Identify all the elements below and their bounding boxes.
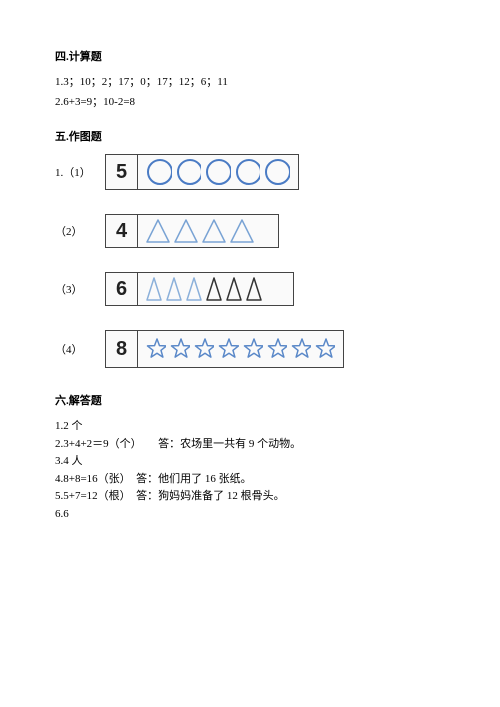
triangle-icon	[230, 219, 254, 243]
triangle-icon	[146, 219, 170, 243]
circle-icon	[146, 158, 172, 186]
answer-lines: 1.2 个2.3+4+2＝9（个） 答：农场里一共有 9 个动物。3.4 人4.…	[55, 418, 445, 524]
triangle-icon	[202, 219, 226, 243]
shape-box: 4	[105, 214, 279, 248]
narrow-tri-icon	[226, 277, 242, 301]
section-4-title: 四.计算题	[55, 48, 445, 64]
narrow-tri-icon	[146, 277, 162, 301]
circle-icon	[264, 158, 290, 186]
section-6-title: 六.解答题	[55, 392, 445, 408]
star-icon	[267, 338, 287, 360]
shape-box: 8	[105, 330, 344, 368]
circle-icon	[205, 158, 231, 186]
section-5: 五.作图题 1.（1）5 （2）4 （3）6 （4）8	[55, 128, 445, 368]
circle-icon	[235, 158, 261, 186]
answer-line: 1.2 个	[55, 418, 445, 436]
shape-cell	[138, 155, 298, 189]
star-icon	[243, 338, 263, 360]
section-5-title: 五.作图题	[55, 128, 445, 144]
answer-line: 5.5+7=12（根） 答：狗妈妈准备了 12 根骨头。	[55, 488, 445, 506]
drawing-row: （4）8	[55, 330, 445, 368]
shape-box: 6	[105, 272, 294, 306]
shape-cell	[138, 215, 278, 247]
shape-cell	[138, 273, 293, 305]
star-icon	[146, 338, 166, 360]
narrow-tri-icon	[186, 277, 202, 301]
narrow-tri-icon	[246, 277, 262, 301]
calc-line-2: 2.6+3=9；10-2=8	[55, 94, 445, 111]
row-label: 1.（1）	[55, 164, 105, 180]
section-4: 四.计算题 1.3；10；2；17；0；17；12；6；11 2.6+3=9；1…	[55, 48, 445, 110]
row-label: （2）	[55, 223, 105, 239]
star-icon	[291, 338, 311, 360]
shape-cell	[138, 331, 343, 367]
star-icon	[170, 338, 190, 360]
section-6: 六.解答题 1.2 个2.3+4+2＝9（个） 答：农场里一共有 9 个动物。3…	[55, 392, 445, 524]
answer-line: 2.3+4+2＝9（个） 答：农场里一共有 9 个动物。	[55, 436, 445, 454]
star-icon	[194, 338, 214, 360]
narrow-tri-icon	[206, 277, 222, 301]
calc-line-1: 1.3；10；2；17；0；17；12；6；11	[55, 74, 445, 91]
triangle-icon	[174, 219, 198, 243]
drawing-row: 1.（1）5	[55, 154, 445, 190]
narrow-tri-icon	[166, 277, 182, 301]
shape-box: 5	[105, 154, 299, 190]
drawing-row: （3）6	[55, 272, 445, 306]
answer-line: 3.4 人	[55, 453, 445, 471]
star-icon	[315, 338, 335, 360]
row-label: （4）	[55, 341, 105, 357]
number-cell: 5	[106, 155, 138, 189]
star-icon	[218, 338, 238, 360]
drawing-rows: 1.（1）5 （2）4 （3）6 （4）8	[55, 154, 445, 368]
answer-line: 4.8+8=16（张） 答：他们用了 16 张纸。	[55, 471, 445, 489]
circle-icon	[176, 158, 202, 186]
number-cell: 6	[106, 273, 138, 305]
drawing-row: （2）4	[55, 214, 445, 248]
row-label: （3）	[55, 281, 105, 297]
answer-line: 6.6	[55, 506, 445, 524]
number-cell: 4	[106, 215, 138, 247]
number-cell: 8	[106, 331, 138, 367]
